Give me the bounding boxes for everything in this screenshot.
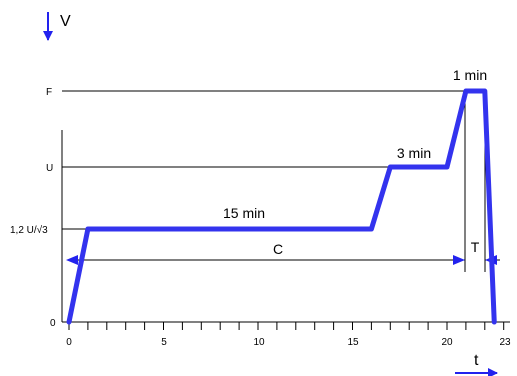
y-axis-label: V (60, 13, 71, 30)
x-axis-label: t (474, 352, 479, 369)
hold-label-15-min: 15 min (223, 205, 265, 221)
interval-label-t: T (471, 239, 480, 255)
x-tick-label-23: 23 (499, 337, 511, 348)
x-axis-ticks (68, 322, 505, 330)
hold-label-3-min: 3 min (397, 145, 431, 161)
hold-label-1-min: 1 min (453, 67, 487, 83)
y-tick-label-0: 0 (50, 318, 56, 329)
x-tick-label-0: 0 (66, 337, 72, 348)
c-right-arrow-icon (453, 255, 465, 265)
x-tick-label-5: 5 (161, 337, 167, 348)
y-tick-label-1-2u: 1,2 U/√3 (10, 224, 48, 236)
y-tick-label-u: U (46, 163, 53, 174)
interval-label-c: C (273, 241, 283, 257)
x-tick-label-20: 20 (441, 337, 453, 348)
x-tick-label-15: 15 (347, 337, 359, 348)
x-tick-label-10: 10 (253, 337, 265, 348)
voltage-curve (66, 88, 497, 325)
y-tick-label-f: F (46, 87, 52, 98)
c-left-arrow-icon (66, 255, 78, 265)
